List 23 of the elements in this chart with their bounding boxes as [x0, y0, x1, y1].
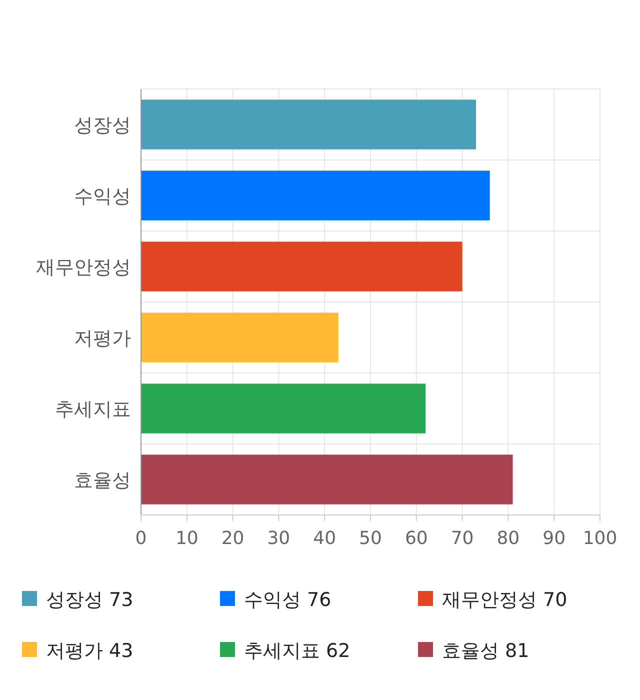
y-tick-label: 추세지표 [55, 398, 131, 420]
x-tick-label: 60 [404, 528, 428, 549]
y-tick-label: 수익성 [74, 186, 131, 208]
x-tick-label: 10 [175, 528, 198, 549]
legend-label: 효율성 81 [442, 640, 530, 662]
legend-label: 수익성 76 [244, 589, 332, 611]
x-tick-label: 0 [135, 528, 147, 549]
x-tick-label: 100 [582, 528, 618, 549]
x-tick-label: 30 [267, 528, 290, 549]
x-tick-label: 20 [221, 528, 244, 549]
y-tick-label: 성장성 [74, 114, 131, 136]
x-tick-label: 90 [542, 528, 566, 549]
y-tick-label: 저평가 [74, 328, 131, 350]
legend-label: 재무안정성 70 [442, 589, 568, 611]
y-tick-label: 효율성 [74, 470, 131, 492]
legend-label: 저평가 43 [46, 640, 134, 662]
x-tick-label: 80 [496, 528, 520, 549]
x-tick-label: 70 [450, 528, 474, 549]
x-tick-label: 40 [313, 528, 336, 549]
y-tick-label: 재무안정성 [36, 256, 131, 278]
x-tick-label: 50 [359, 528, 382, 549]
legend-label: 추세지표 62 [244, 640, 350, 662]
legend-label: 성장성 73 [46, 589, 134, 611]
